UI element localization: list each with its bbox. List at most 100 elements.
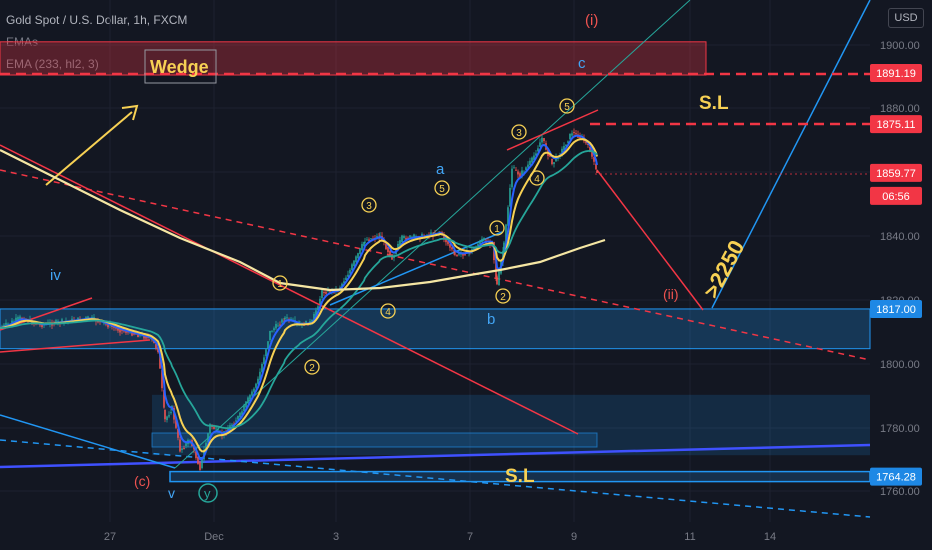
wave-number-label: 1 [277,279,283,290]
candle-body [553,162,555,164]
candle-body [275,323,277,329]
wave-c-paren-label: (c) [134,473,150,489]
time-tick: 7 [467,531,473,543]
candle-body [163,390,165,408]
candle-body [239,412,241,418]
wave-y-label: y [204,486,211,501]
candle-body [366,239,368,241]
candle-body [7,323,9,325]
candle-body [55,320,57,323]
candle-body [247,397,249,404]
descending-trendline [0,144,579,435]
candle-body [525,167,527,170]
candle-body [370,238,372,240]
candle-body [351,264,353,270]
candle-body [241,411,243,415]
currency-button[interactable]: USD [888,8,924,28]
candle-body [161,370,163,389]
candle-body [587,144,589,145]
candle-body [245,401,247,408]
wave-v-label: v [168,485,175,501]
wave-number-circle [272,275,288,291]
candle-body [529,160,531,165]
wave-b-label: b [487,311,495,328]
dashed-support-line [0,439,871,518]
wave-number-label: 2 [309,363,315,374]
candle-body [281,319,283,323]
candle-body [569,133,571,140]
candle-body [477,244,479,246]
candle-body [71,318,73,321]
candle-body [585,141,587,144]
candle-body [479,240,481,244]
candle-body [359,248,361,254]
candle-body [57,320,59,323]
wave-number-label: 4 [385,307,391,318]
candle-body [361,243,363,250]
price-tag-bg [870,186,922,205]
price-tick: 1780.00 [880,423,920,435]
blue-support-line [0,443,871,469]
candle-body [179,439,181,452]
time-tick: Dec [204,531,224,543]
candle-body [523,171,525,173]
wedge-box [144,49,217,84]
candle-body [137,334,139,338]
candle-body [430,232,432,235]
candle-body [347,274,349,277]
candle-body [447,241,449,245]
candle-body [405,237,407,240]
wave-number-circle [434,180,450,196]
dashed-resistance-line [0,169,871,361]
candle-body [451,247,453,250]
wave-i-label: (i) [585,12,598,29]
candle-body [77,317,79,320]
indicator-ema233-label[interactable]: EMA (233, hl2, 3) [6,57,99,71]
wave-number-label: 2 [500,292,506,303]
candle-body [235,420,237,422]
stop-loss-top-label: S.L [699,93,729,114]
candle-body [61,319,63,322]
wave-number-label: 4 [534,174,540,185]
candle-body [263,357,265,364]
candle-body [185,443,187,446]
lower-box-strip [151,432,598,448]
candle-body [181,448,183,450]
wave-channel-line [329,231,503,306]
candle-body [243,405,245,412]
candle-body [481,238,483,242]
wave-number-label: 1 [494,224,500,235]
candle-body [537,148,539,152]
candle-body [341,283,343,287]
candle-body [401,235,403,242]
candle-body [113,326,115,328]
candle-body [123,330,125,332]
candle-body [573,132,575,133]
candle-body [305,321,307,324]
candle-body [257,378,259,384]
candle-body [265,349,267,356]
candle-body [507,207,509,226]
price-tag-bg [870,163,922,182]
candle-body [215,427,217,429]
price-tag: 1875.11 [877,119,916,131]
candle-body [519,173,521,177]
candle-body [503,242,505,251]
wave-number-circle [511,124,527,140]
candle-body [449,244,451,248]
candle-body [531,157,533,163]
candle-body [345,277,347,280]
candle-body [399,240,401,246]
candle-body [205,442,207,451]
candle-body [279,324,281,326]
wave-iv-label: iv [50,267,61,284]
candle-body [515,169,517,171]
candle-body [271,331,273,333]
price-tick: 1800.00 [880,359,920,371]
candle-body [19,316,21,319]
symbol-title[interactable]: Gold Spot / U.S. Dollar, 1h, FXCM [6,13,188,27]
wave-number-circle [489,220,505,236]
support-zone [0,308,871,350]
